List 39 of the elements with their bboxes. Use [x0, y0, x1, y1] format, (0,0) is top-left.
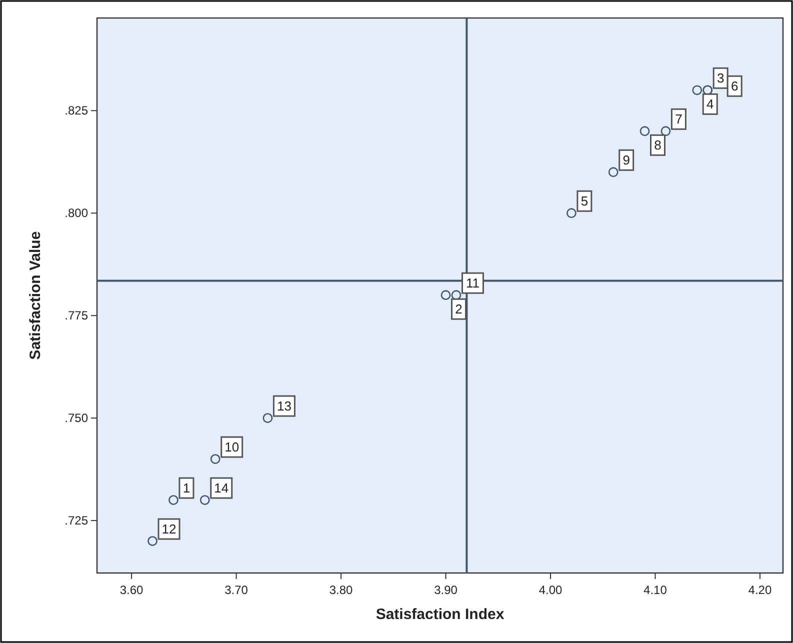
annotation: 14	[214, 480, 229, 496]
annotation: 1	[182, 480, 190, 496]
x-tick-label: 4.10	[644, 583, 668, 597]
x-tick-label: 3.60	[120, 583, 144, 597]
annotation: 8	[654, 138, 662, 153]
x-tick-label: 3.90	[434, 583, 458, 597]
y-tick-label: .775	[64, 308, 88, 323]
x-tick-label: 4.00	[538, 583, 562, 597]
annotation: 3	[716, 70, 724, 86]
point	[608, 167, 618, 178]
annotation: 6	[730, 78, 738, 94]
x-tick-label: 3.80	[329, 583, 354, 597]
y-tick-label: .750	[64, 411, 88, 426]
point	[566, 208, 576, 218]
y-tick-label: .800	[64, 206, 88, 220]
y-axis-title: Satisfaction Value	[27, 231, 44, 360]
annotation: 9	[622, 152, 630, 168]
x-axis-title: Satisfaction Index	[376, 606, 505, 623]
point	[148, 536, 158, 546]
point	[660, 126, 671, 136]
y-tick-label: .825	[64, 104, 88, 118]
point	[210, 454, 220, 464]
annotation: 4	[706, 96, 714, 112]
annotation: 10	[224, 440, 240, 455]
point	[200, 495, 210, 505]
point	[640, 126, 650, 136]
point	[440, 290, 451, 300]
x-tick-label: 3.70	[224, 583, 248, 597]
y-tick-label: .725	[64, 514, 88, 528]
point	[168, 495, 178, 505]
annotation: 2	[455, 302, 462, 317]
annotation: 7	[675, 112, 682, 127]
point	[262, 413, 273, 424]
annotation: 5	[580, 194, 588, 209]
point	[692, 85, 702, 96]
annotation: 12	[162, 522, 176, 537]
annotation: 13	[276, 398, 292, 414]
x-tick-label: 4.20	[748, 583, 772, 597]
annotation: 11	[466, 276, 480, 291]
